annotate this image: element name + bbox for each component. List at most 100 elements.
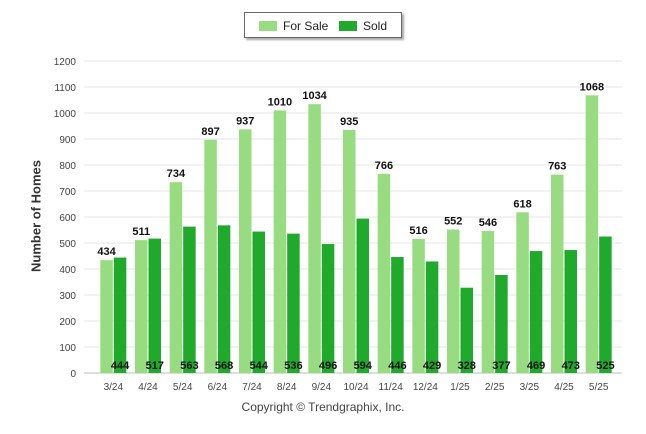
bar-value-label: 473 (562, 360, 580, 372)
x-tick-label: 2/25 (485, 382, 505, 393)
bar-value-label: 511 (132, 226, 150, 238)
bar-for-sale[interactable] (273, 110, 287, 374)
y-tick-label: 200 (59, 317, 76, 328)
x-tick-label: 7/24 (242, 382, 262, 393)
bar-value-label: 469 (527, 360, 545, 372)
bar-sold[interactable] (425, 261, 439, 373)
x-tick-label: 3/24 (104, 382, 124, 393)
bar-for-sale[interactable] (516, 212, 529, 373)
bar-value-label: 734 (167, 168, 186, 180)
bar-value-label: 594 (354, 360, 373, 372)
y-tick-label: 1000 (54, 109, 77, 120)
y-tick-label: 600 (59, 213, 76, 224)
bar-value-label: 937 (236, 115, 254, 127)
legend-item-sold[interactable]: Sold (339, 19, 387, 33)
bar-for-sale[interactable] (481, 231, 495, 373)
bar-for-sale[interactable] (447, 229, 460, 373)
bar-value-label: 544 (250, 360, 269, 372)
x-tick-labels: 3/24 4/24 5/24 6/24 7/24 8/24 9/24 10/24 11/24 12… (104, 382, 609, 393)
x-tick-label: 5/25 (589, 382, 609, 393)
bar-for-sale[interactable] (204, 139, 217, 373)
bar-value-label: 935 (340, 116, 358, 128)
bar-sold[interactable] (495, 274, 508, 373)
y-tick-label: 0 (70, 369, 76, 380)
x-tick-label: 4/24 (138, 382, 158, 393)
bar-value-label: 377 (492, 360, 510, 372)
x-tick-label: 5/24 (173, 382, 193, 393)
bar-value-label: 328 (458, 360, 476, 372)
legend-swatch-for-sale (259, 21, 277, 31)
bar-sold[interactable] (391, 257, 404, 373)
bar-for-sale[interactable] (169, 182, 183, 373)
bar-sold[interactable] (321, 244, 335, 373)
y-tick-label: 400 (59, 265, 76, 276)
x-tick-label: 3/25 (520, 382, 540, 393)
y-tick-label: 900 (59, 135, 76, 146)
bar-sold[interactable] (217, 225, 231, 373)
bar-value-label: 1010 (268, 96, 292, 108)
bar-value-label: 444 (111, 360, 130, 372)
x-tick-label: 1/25 (450, 382, 470, 393)
legend-label-sold: Sold (363, 19, 388, 33)
bar-value-label: 897 (201, 126, 219, 138)
bar-sold[interactable] (183, 226, 196, 373)
legend-label-for-sale: For Sale (283, 19, 329, 33)
y-tick-label: 700 (59, 187, 76, 198)
y-axis-label: Number of Homes (28, 160, 44, 272)
legend: For Sale Sold (244, 12, 402, 38)
y-tick-label: 1100 (54, 83, 76, 94)
bar-sold[interactable] (148, 238, 162, 373)
bar-sold[interactable] (529, 251, 543, 373)
y-tick-label: 300 (59, 291, 76, 302)
bar-value-label: 552 (444, 215, 462, 227)
copyright-credit: Copyright © Trendgraphix, Inc. (241, 400, 405, 414)
bar-value-label: 763 (548, 161, 566, 173)
x-tick-label: 12/24 (413, 382, 438, 393)
bar-value-label: 446 (388, 360, 406, 372)
x-tick-label: 9/24 (312, 382, 332, 393)
y-tick-label: 1200 (54, 57, 77, 68)
bar-sold[interactable] (460, 287, 474, 373)
bar-value-label: 546 (479, 217, 497, 229)
bar-for-sale[interactable] (239, 129, 252, 373)
bar-for-sale[interactable] (551, 174, 564, 373)
bar-for-sale[interactable] (100, 260, 113, 373)
bar-for-sale[interactable] (412, 238, 425, 373)
bar-value-labels: 434 444 511 517 734 563 897 568 937 544 1010 536 103… (97, 81, 614, 372)
bar-for-sale[interactable] (585, 95, 599, 373)
bar-value-label: 1068 (580, 81, 604, 93)
y-tick-label: 800 (59, 161, 76, 172)
bar-value-label: 568 (215, 360, 233, 372)
bar-sold[interactable] (356, 218, 370, 373)
bar-for-sale[interactable] (308, 104, 321, 373)
bar-sold[interactable] (252, 231, 266, 373)
x-tick-label: 6/24 (208, 382, 228, 393)
y-tick-labels: 0 100 200 300 400 500 600 700 800 900 1000 1100 1200 (54, 57, 77, 380)
bar-for-sale[interactable] (377, 173, 391, 373)
bar-value-label: 429 (423, 360, 441, 372)
bar-sold[interactable] (287, 233, 300, 373)
bar-value-label: 496 (319, 360, 337, 372)
x-tick-label: 10/24 (343, 382, 368, 393)
bar-sold[interactable] (599, 236, 612, 374)
bar-sold[interactable] (564, 250, 578, 373)
bar-value-label: 525 (596, 360, 614, 372)
bar-value-label: 516 (409, 225, 427, 237)
legend-item-for-sale[interactable]: For Sale (259, 19, 328, 33)
legend-swatch-sold (339, 21, 357, 31)
bar-value-label: 563 (180, 360, 198, 372)
bar-value-label: 618 (513, 198, 531, 210)
bar-value-label: 536 (284, 360, 302, 372)
bar-for-sale[interactable] (135, 240, 148, 373)
bar-value-label: 1034 (302, 90, 327, 102)
bar-value-label: 517 (146, 360, 164, 372)
x-tick-label: 4/25 (554, 382, 574, 393)
x-tick-label: 8/24 (277, 382, 297, 393)
x-tick-label: 11/24 (379, 382, 404, 393)
bar-value-label: 434 (97, 246, 116, 258)
y-tick-label: 500 (59, 239, 76, 250)
bar-sold[interactable] (113, 257, 127, 373)
bars (100, 95, 612, 374)
bar-for-sale[interactable] (343, 129, 356, 373)
